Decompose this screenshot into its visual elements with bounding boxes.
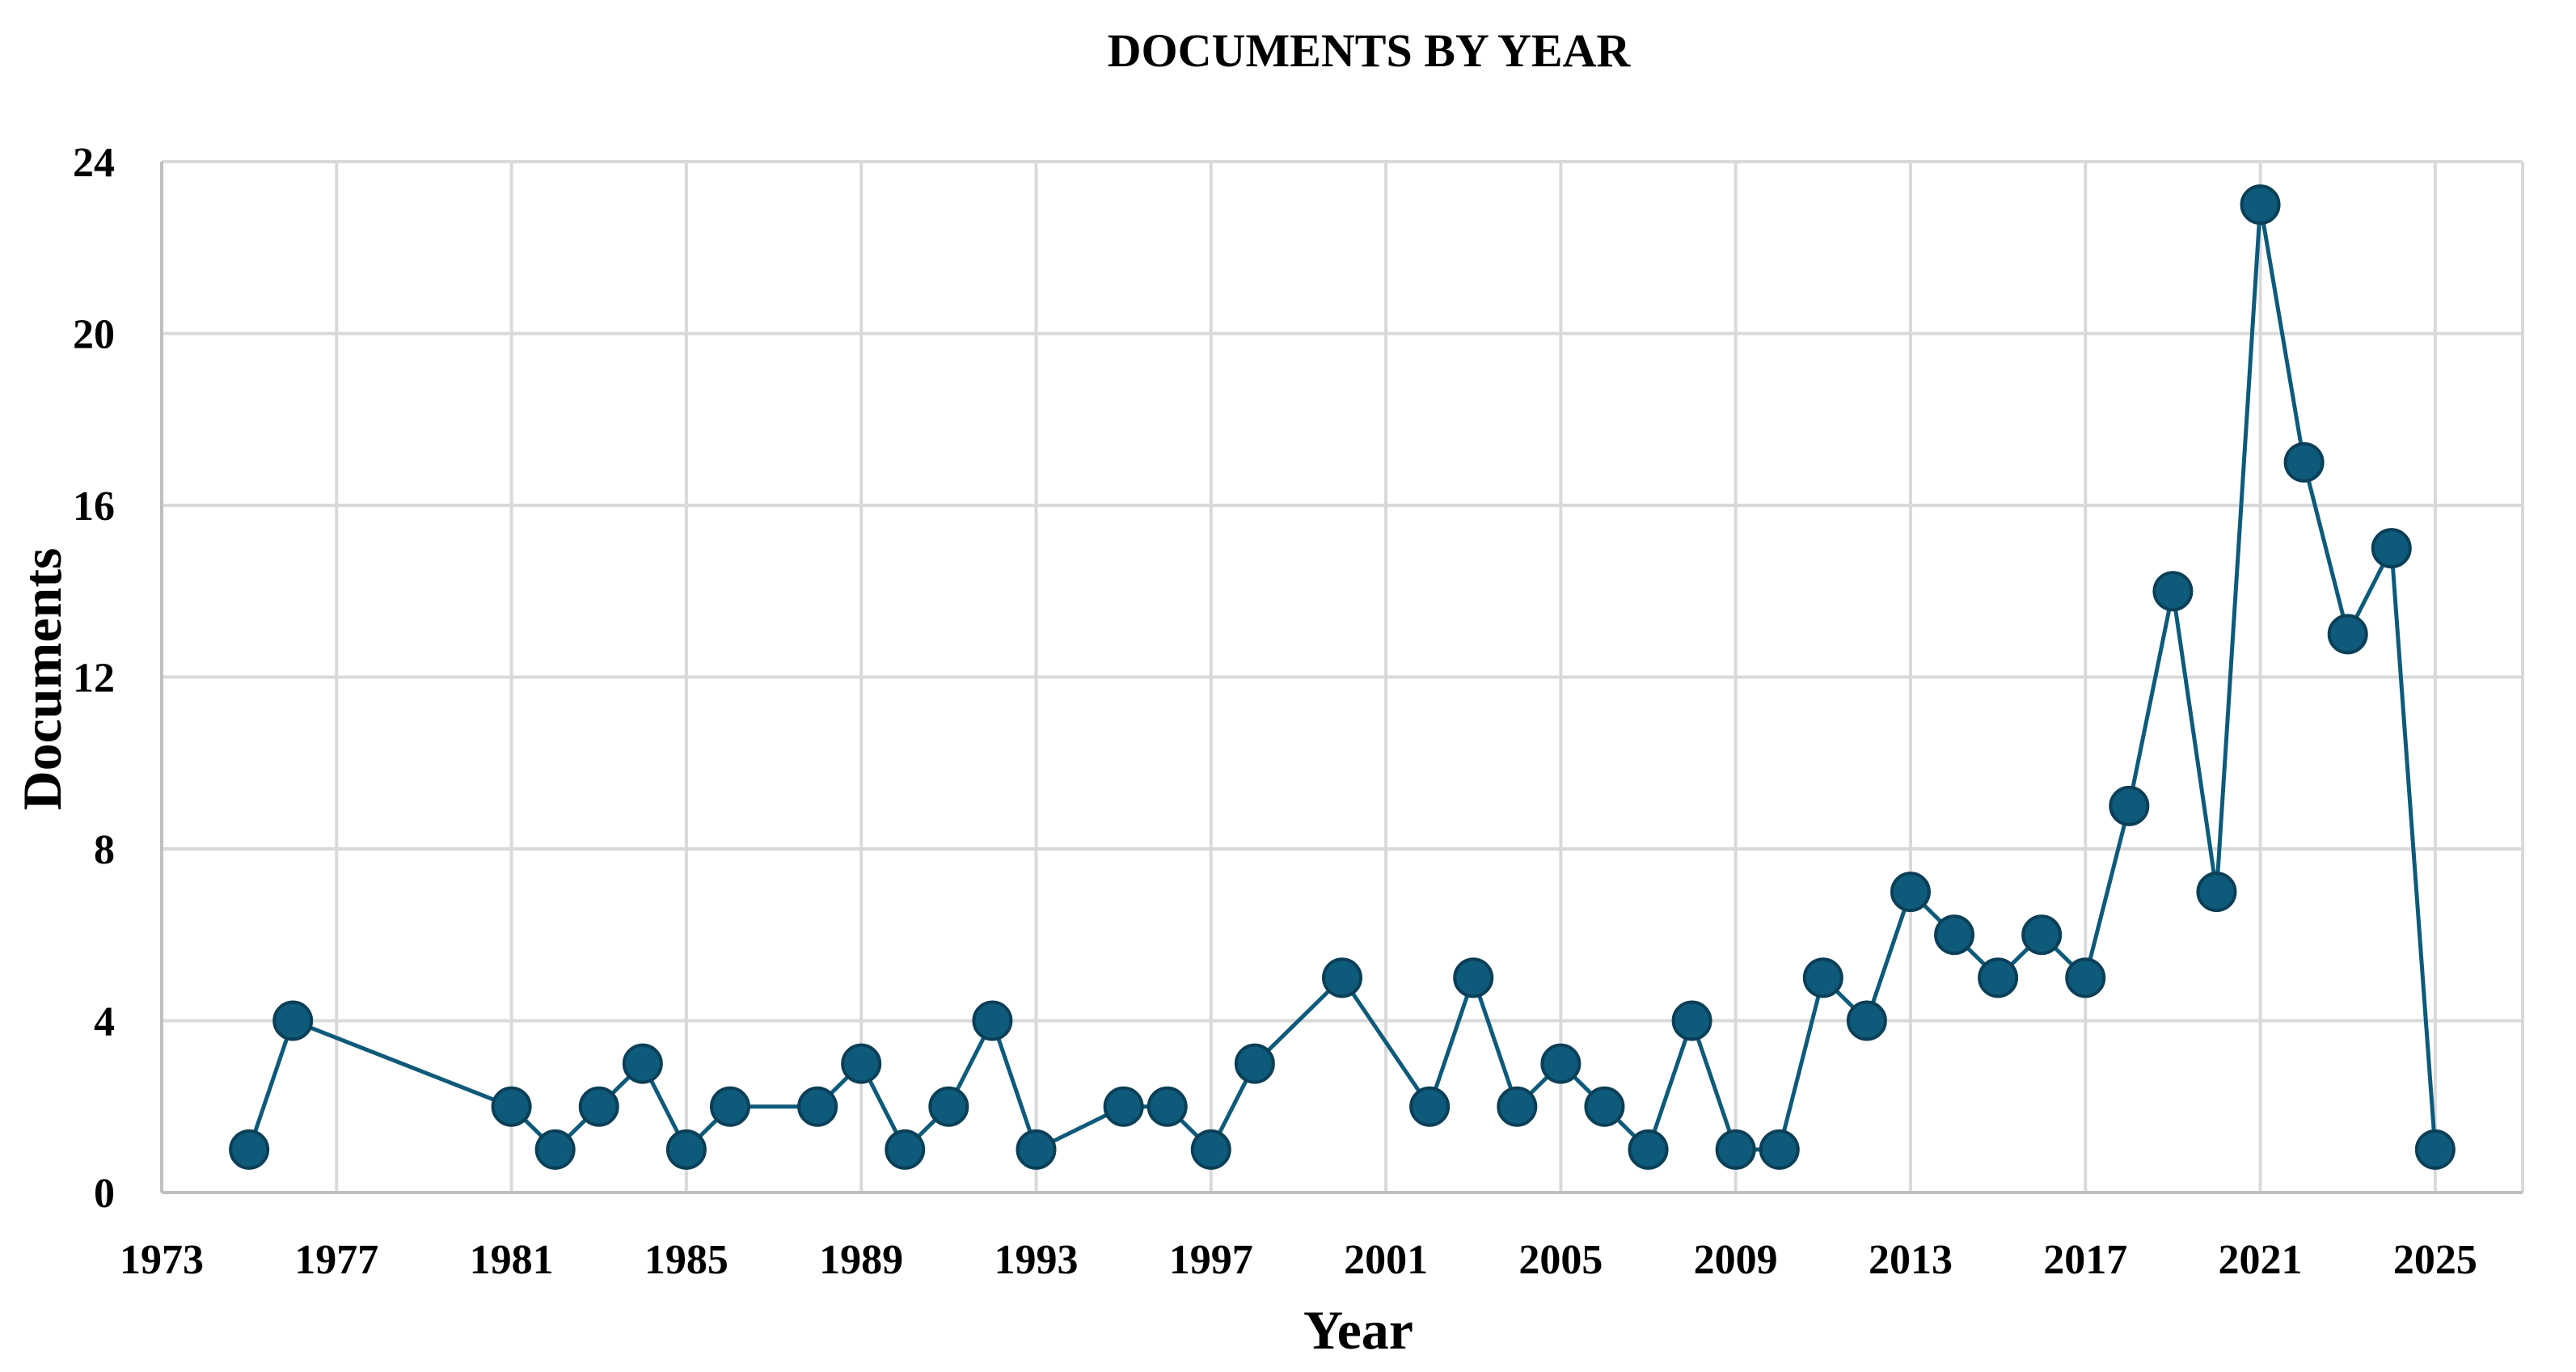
data-point [1497,1086,1538,1127]
y-axis-title: Documents [11,548,73,811]
x-tick-label: 1989 [819,1237,903,1283]
data-point [1322,957,1362,998]
data-point [2327,614,2368,655]
data-point [841,1043,882,1084]
data-point [2371,528,2412,569]
x-tick-label: 2021 [2219,1237,2303,1283]
data-point [1190,1129,1231,1170]
x-tick-label: 2001 [1344,1237,1428,1283]
data-point [1453,957,1494,998]
data-point [665,1129,707,1170]
x-tick-label: 1993 [994,1237,1078,1283]
data-point [1671,1000,1712,1041]
data-point [1934,914,1975,956]
data-point [534,1129,576,1170]
x-tick-label: 1977 [294,1237,378,1283]
data-point [2414,1129,2456,1170]
x-tick-label: 1997 [1169,1237,1253,1283]
data-point [578,1086,619,1127]
x-tick-label: 1973 [120,1237,204,1283]
y-tick-label: 8 [94,827,115,873]
data-point [1846,1000,1887,1041]
x-tick-label: 2013 [1869,1237,1953,1283]
chart-title: DOCUMENTS BY YEAR [1108,24,1632,77]
data-point [1409,1086,1451,1127]
data-point [2152,571,2194,612]
y-tick-label: 20 [73,312,115,358]
axes [160,162,2523,1194]
x-tick-label: 2025 [2393,1237,2477,1283]
x-tick-label: 2005 [1518,1237,1603,1283]
data-point [1584,1086,1625,1127]
y-tick-label: 4 [94,999,115,1045]
gridlines [160,160,2524,1194]
data-point [1802,957,1843,998]
y-tick-label: 0 [94,1171,115,1217]
x-tick-label: 1981 [470,1237,554,1283]
data-point [2240,184,2281,226]
data-point [2021,914,2063,956]
data-point [885,1129,926,1170]
data-point [1978,957,2019,998]
data-point [1715,1129,1756,1170]
tick-labels: 0 4 8 12 16 20 24 1973 1977 1981 1985 1989 1993 1997 2… [73,140,2477,1283]
data-point [709,1086,750,1127]
data-point [2109,785,2150,826]
data-point [1147,1086,1188,1127]
data-point [229,1129,270,1170]
y-tick-label: 12 [73,656,115,702]
x-axis-title: Year [1303,1299,1413,1361]
data-point [272,1000,314,1041]
data-point [2283,441,2325,483]
data-point [1016,1129,1057,1170]
data-point [2196,872,2237,913]
x-tick-label: 2017 [2043,1237,2127,1283]
data-point [1759,1129,1800,1170]
data-point [622,1043,663,1084]
data-point [1628,1129,1669,1170]
data-point [2065,957,2106,998]
data-point [1103,1086,1144,1127]
data-points [229,184,2456,1170]
y-tick-label: 24 [73,140,115,186]
data-point [1540,1043,1581,1084]
x-tick-label: 2009 [1694,1237,1778,1283]
data-point [1890,872,1931,913]
data-point [972,1000,1013,1041]
x-tick-label: 1985 [644,1237,728,1283]
data-point [797,1086,838,1127]
data-point [928,1086,969,1127]
data-point [491,1086,532,1127]
y-tick-label: 16 [73,483,115,530]
data-point [1234,1043,1275,1084]
